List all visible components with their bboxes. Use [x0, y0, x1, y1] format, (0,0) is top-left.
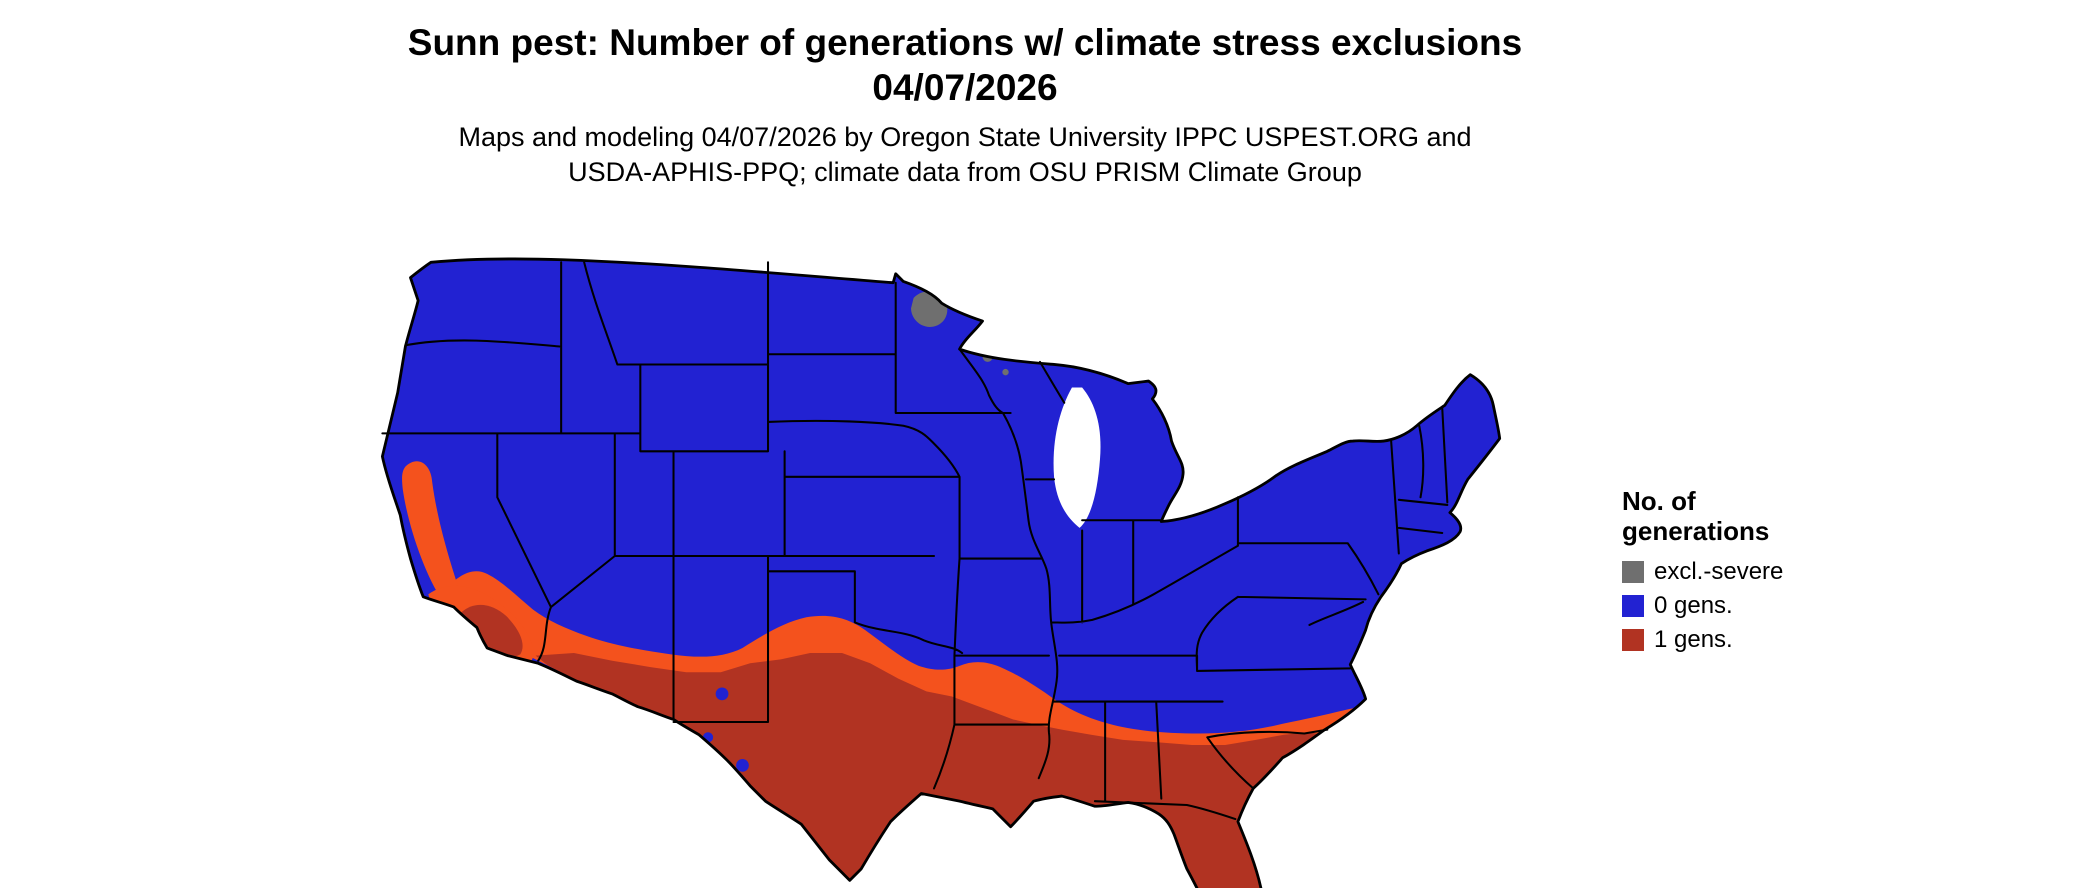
- legend-item-excluded: excl.-severe: [1622, 558, 1783, 586]
- legend-swatch-one-gen: [1622, 629, 1644, 651]
- lake-michigan: [1053, 387, 1101, 528]
- title-line-1: Sunn pest: Number of generations w/ clim…: [407, 22, 1523, 63]
- region-excluded-wisconsin-2: [1002, 368, 1009, 376]
- legend-title-line-1: No. of: [1622, 486, 1696, 516]
- title-line-2: 04/07/2026: [872, 67, 1058, 108]
- subtitle-line-1: Maps and modeling 04/07/2026 by Oregon S…: [458, 122, 1472, 152]
- legend-label-zero-gens: 0 gens.: [1654, 592, 1733, 619]
- region-transition-central-valley: [402, 461, 460, 606]
- legend-label-excluded: excl.-severe: [1654, 558, 1784, 585]
- legend-swatch-zero-gens: [1622, 595, 1644, 617]
- legend-title-line-2: generations: [1622, 516, 1770, 546]
- legend-title: No. of generations: [1622, 486, 1783, 546]
- legend-item-zero-gens: 0 gens.: [1622, 592, 1783, 620]
- legend: No. of generations excl.-severe 0 gens. …: [1622, 486, 1783, 660]
- state-borders: [381, 261, 1449, 821]
- us-map-svg: [380, 257, 1502, 888]
- page-title: Sunn pest: Number of generations w/ clim…: [0, 20, 1930, 110]
- region-zero-gens: [382, 258, 1500, 888]
- region-zero-island-1: [736, 759, 749, 772]
- region-one-gen: [535, 653, 1323, 888]
- us-outline: [380, 257, 1502, 888]
- page-subtitle: Maps and modeling 04/07/2026 by Oregon S…: [0, 120, 1930, 190]
- legend-label-one-gen: 1 gens.: [1654, 626, 1733, 653]
- region-one-gen-socal: [460, 604, 523, 658]
- legend-swatch-excluded: [1622, 561, 1644, 583]
- legend-item-one-gen: 1 gens.: [1622, 626, 1783, 654]
- legend-items: excl.-severe 0 gens. 1 gens.: [1622, 558, 1783, 654]
- us-map: [344, 224, 1570, 888]
- region-zero-island-3: [715, 687, 729, 701]
- subtitle-line-2: USDA-APHIS-PPQ; climate data from OSU PR…: [568, 157, 1362, 187]
